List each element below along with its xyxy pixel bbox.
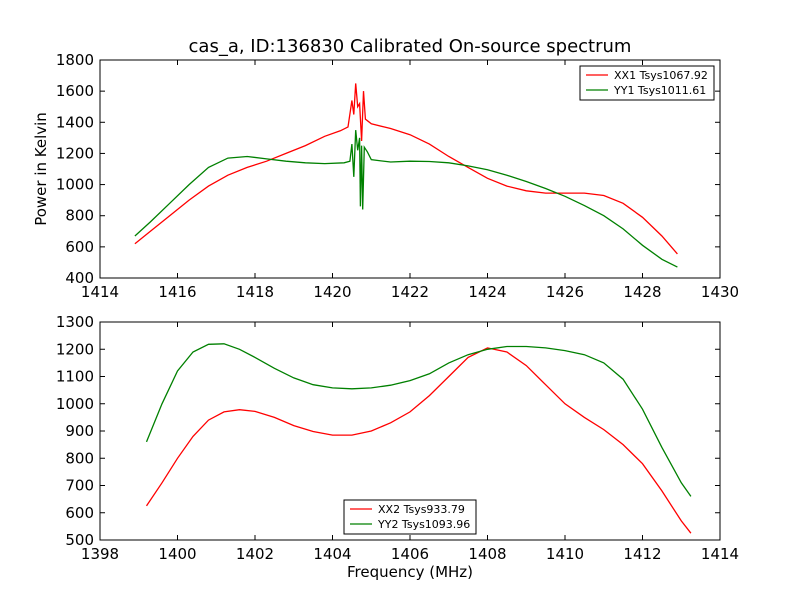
y-tick-label: 1200 [56, 340, 94, 358]
x-tick-label: 1402 [236, 545, 274, 563]
series-lines [145, 343, 692, 534]
x-tick-label: 1418 [236, 283, 274, 301]
y-tick-label: 800 [65, 207, 94, 225]
x-tick-label: 1422 [391, 283, 429, 301]
legend-label: XX1 Tsys1067.92 [614, 69, 708, 82]
legend-label: YY2 Tsys1093.96 [377, 518, 470, 531]
x-tick-label: 1414 [81, 283, 119, 301]
legend-label: YY1 Tsys1011.61 [613, 84, 706, 97]
y-tick-label: 900 [65, 422, 94, 440]
y-tick-label: 400 [65, 269, 94, 287]
series-line-2 [134, 130, 678, 268]
y-tick-label: 800 [65, 449, 94, 467]
y-axis-label: Power in Kelvin [32, 112, 50, 226]
y-tick-label: 1600 [56, 82, 94, 100]
x-tick-label: 1414 [701, 545, 739, 563]
chart-title: cas_a, ID:136830 Calibrated On-source sp… [189, 36, 632, 57]
x-tick-label: 1426 [546, 283, 584, 301]
x-axis-label: Frequency (MHz) [347, 563, 473, 581]
legend-box [343, 499, 477, 535]
y-tick-label: 1200 [56, 144, 94, 162]
x-tick-label: 1398 [81, 545, 119, 563]
legend: XX2 Tsys933.79 YY2 Tsys1093.96 [343, 499, 477, 535]
x-tick-label: 1424 [468, 283, 506, 301]
x-tick-label: 1406 [391, 545, 429, 563]
y-tick-label: 600 [65, 504, 94, 522]
x-tick-label: 1400 [158, 545, 196, 563]
y-tick-label: 600 [65, 238, 94, 256]
x-tick-label: 1420 [313, 283, 351, 301]
x-tick-label: 1428 [623, 283, 661, 301]
axis-ticks: 1414 1416 1418 1420 1422 1424 1426 1428 1430 400 6… [56, 51, 739, 301]
x-tick-label: 1404 [313, 545, 351, 563]
x-tick-label: 1410 [546, 545, 584, 563]
y-tick-label: 1000 [56, 176, 94, 194]
y-tick-label: 1100 [56, 368, 94, 386]
y-tick-label: 1800 [56, 51, 94, 69]
series-line-1 [134, 83, 678, 255]
top-chart: cas_a, ID:136830 Calibrated On-source sp… [32, 36, 739, 301]
legend-box [579, 65, 715, 101]
y-tick-label: 1300 [56, 313, 94, 331]
x-tick-label: 1416 [158, 283, 196, 301]
x-tick-label: 1412 [623, 545, 661, 563]
x-tick-label: 1430 [701, 283, 739, 301]
y-tick-label: 700 [65, 477, 94, 495]
y-tick-label: 500 [65, 531, 94, 549]
series-line-1 [145, 347, 692, 534]
legend: XX1 Tsys1067.92 YY1 Tsys1011.61 [579, 65, 715, 101]
series-line-2 [145, 343, 692, 497]
y-tick-label: 1400 [56, 113, 94, 131]
series-lines [134, 83, 678, 268]
bottom-chart: Frequency (MHz) 1398 1400 1402 1404 1406 1408… [56, 313, 739, 581]
axis-ticks: 1398 1400 1402 1404 1406 1408 1410 1412 1414 500 6… [56, 313, 739, 563]
y-tick-label: 1000 [56, 395, 94, 413]
x-tick-label: 1408 [468, 545, 506, 563]
legend-label: XX2 Tsys933.79 [378, 503, 465, 516]
